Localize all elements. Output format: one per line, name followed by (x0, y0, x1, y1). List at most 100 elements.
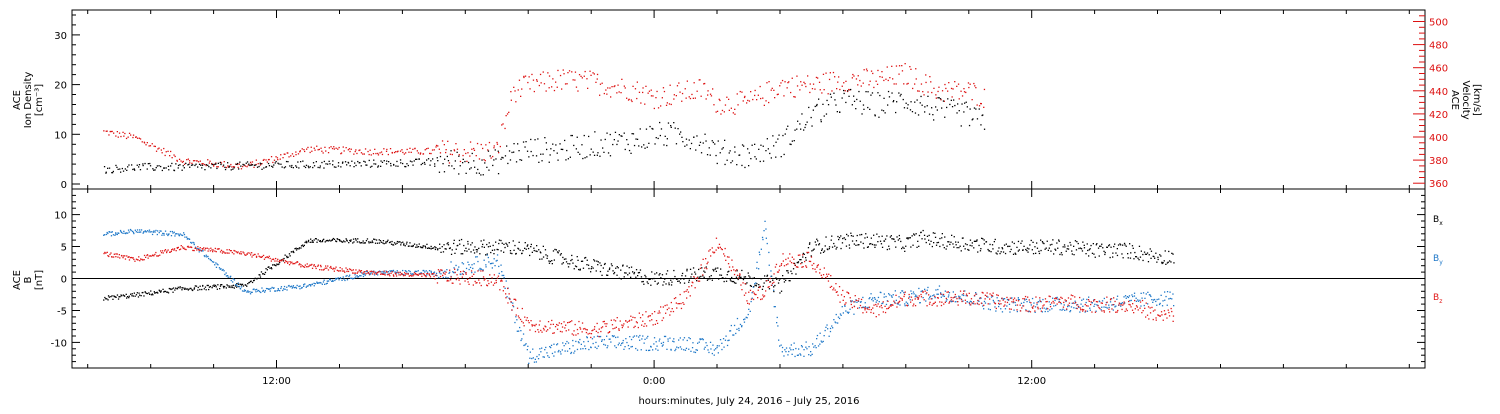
data-point-By (934, 297, 936, 299)
data-point-Bx (512, 240, 514, 242)
data-point-velocity (870, 70, 873, 72)
data-point-density (856, 98, 858, 101)
data-point-Bz (838, 286, 841, 288)
data-point-Bz (255, 255, 258, 257)
data-point-Bz (1006, 301, 1009, 304)
data-point-density (182, 165, 184, 167)
data-point-velocity (757, 94, 759, 96)
data-point-Bx (1046, 240, 1048, 242)
data-point-Bx (450, 253, 453, 255)
data-point-Bx (385, 241, 387, 243)
data-point-density (409, 160, 412, 162)
data-point-Bz (126, 255, 128, 257)
data-point-Bz (880, 304, 882, 307)
data-point-Bx (170, 288, 172, 291)
data-point-Bz (941, 301, 943, 303)
data-point-Bz (482, 270, 484, 272)
data-point-Bz (1021, 307, 1023, 309)
data-point-Bz (1128, 303, 1130, 306)
data-point-Bx (738, 275, 741, 277)
data-point-Bx (310, 238, 312, 240)
data-point-Bz (251, 252, 253, 254)
data-point-By (805, 341, 807, 343)
data-point-Bx (454, 252, 456, 254)
data-point-density (592, 151, 594, 153)
data-point-Bx (556, 251, 559, 253)
data-point-density (429, 164, 431, 166)
data-point-velocity (564, 83, 567, 85)
data-point-Bx (1000, 251, 1002, 253)
data-point-density (117, 168, 119, 170)
data-point-Bz (917, 297, 920, 299)
data-point-By (683, 337, 686, 339)
data-point-By (1137, 300, 1140, 302)
data-point-By (114, 234, 116, 236)
data-point-velocity (199, 160, 201, 162)
data-point-velocity (676, 85, 679, 87)
data-point-density (105, 172, 107, 174)
data-point-Bz (930, 298, 932, 300)
data-point-density (513, 151, 515, 153)
data-point-Bz (1043, 304, 1045, 306)
data-point-density (783, 153, 785, 156)
data-point-density (548, 161, 550, 163)
data-point-Bx (705, 266, 707, 268)
data-point-density (508, 150, 511, 152)
data-point-Bx (985, 241, 988, 243)
data-point-Bx (241, 283, 244, 285)
data-point-Bz (530, 320, 532, 322)
data-point-By (1080, 303, 1082, 305)
data-point-Bx (104, 296, 106, 299)
data-point-By (543, 356, 545, 358)
data-point-Bz (534, 325, 536, 327)
data-point-By (341, 279, 343, 281)
data-point-density (423, 161, 426, 164)
data-point-Bz (223, 251, 225, 253)
data-point-Bz (816, 266, 818, 268)
data-point-Bz (218, 248, 220, 250)
data-point-Bz (763, 295, 766, 297)
data-point-By (351, 277, 353, 279)
legend-bx-subscript: x (1439, 220, 1443, 227)
data-point-density (192, 164, 194, 166)
data-point-velocity (844, 90, 846, 92)
data-point-By (736, 317, 739, 320)
data-point-Bx (999, 252, 1001, 255)
data-point-density (715, 154, 717, 157)
data-point-Bz (371, 270, 373, 272)
data-point-Bx (1094, 256, 1096, 258)
data-point-density (359, 162, 361, 164)
data-point-Bz (472, 284, 474, 286)
data-point-By (155, 229, 157, 232)
data-point-By (528, 362, 530, 364)
data-point-Bx (749, 276, 751, 278)
data-point-By (292, 285, 295, 287)
data-point-By (659, 338, 661, 340)
data-point-density (659, 134, 661, 137)
data-point-Bz (237, 251, 239, 253)
data-point-Bx (1137, 257, 1139, 259)
data-point-Bz (454, 271, 456, 273)
data-point-Bz (1090, 303, 1092, 306)
data-point-Bx (613, 273, 615, 275)
data-point-density (596, 154, 598, 156)
data-point-By (192, 241, 194, 244)
data-point-By (608, 338, 610, 340)
data-point-Bz (793, 258, 795, 260)
data-point-By (679, 346, 682, 348)
data-point-density (245, 162, 247, 164)
data-point-By (1164, 299, 1166, 301)
data-point-Bx (959, 245, 961, 247)
data-point-Bx (838, 238, 840, 241)
data-point-Bz (379, 271, 381, 273)
data-point-Bz (317, 264, 320, 266)
data-point-Bz (392, 274, 395, 276)
data-point-Bx (604, 262, 606, 265)
data-point-By (639, 339, 641, 341)
data-point-velocity (170, 150, 172, 153)
data-point-density (583, 134, 585, 137)
data-point-By (286, 286, 288, 288)
data-point-By (392, 270, 394, 272)
data-point-By (216, 263, 218, 265)
data-point-Bx (748, 275, 750, 277)
